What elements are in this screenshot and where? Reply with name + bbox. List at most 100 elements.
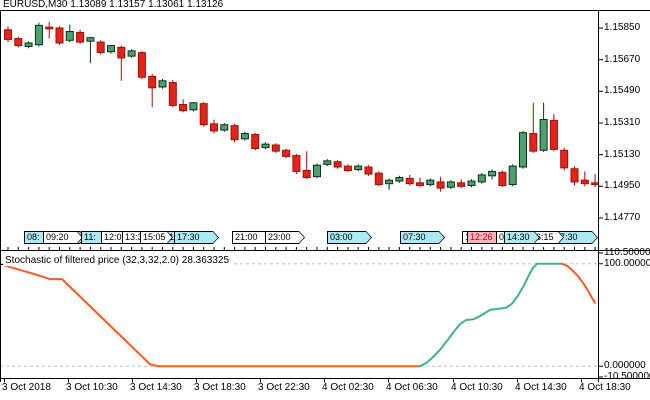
candle-body [508, 165, 517, 186]
candle-body [76, 31, 85, 43]
time-marker-chip[interactable]: 12:26 [467, 231, 503, 244]
candle-body [580, 179, 589, 185]
price-axis-label: 1.15130 [604, 148, 641, 160]
candle-body [127, 50, 136, 57]
candle-body [86, 37, 95, 42]
time-axis-label: 4 Oct 18:30 [579, 382, 631, 393]
candle-body [343, 165, 352, 172]
time-marker-chip[interactable]: 07:30 [400, 231, 445, 244]
candle-body [107, 45, 115, 53]
time-marker-chip[interactable]: 03:00 [327, 231, 372, 244]
candle-body [4, 29, 12, 40]
candle-body [189, 102, 198, 111]
price-axis-label: 1.15670 [604, 53, 641, 65]
time-marker-chip-label: 23:00 [266, 232, 304, 243]
candle-body [570, 168, 579, 183]
time-marker-chip-label: 12:00 [102, 232, 133, 243]
time-marker-chip-label: 21:00 [233, 232, 270, 243]
stochastic-line [419, 262, 563, 368]
indicator-axis-label: 110.500000 [604, 247, 650, 258]
candle-body [498, 171, 507, 186]
time-marker-chip-label: 16:15 [529, 232, 563, 243]
time-marker-chip-label: 11: [82, 232, 112, 243]
time-axis-label: 3 Oct 22:30 [258, 382, 310, 393]
time-marker-chip-label: 03:00 [328, 232, 371, 243]
candle-body [488, 170, 497, 177]
candle-body [354, 165, 363, 171]
symbol-ohlc-title: EURUSD,M30 1.13089 1.13157 1.13061 1.131… [3, 0, 224, 10]
candle-body [282, 149, 291, 157]
time-axis-label: 3 Oct 2018 [2, 382, 51, 393]
candle-body [416, 182, 424, 186]
candle-body [137, 52, 146, 78]
candle-body [539, 118, 548, 151]
candle-body [199, 103, 208, 126]
time-marker-chip[interactable]: 21:00 [232, 231, 271, 244]
price-axis-label: 1.14770 [604, 212, 641, 223]
time-marker-chip[interactable]: 14:30 [504, 231, 540, 244]
candle-body [148, 75, 157, 89]
time-axis-label: 3 Oct 18:30 [194, 382, 246, 393]
candle-body [65, 31, 74, 41]
candle-body [240, 133, 249, 140]
time-marker-chip-label: 07:30 [401, 232, 444, 243]
candle-body [385, 179, 394, 185]
time-axis-label: 4 Oct 10:30 [451, 382, 503, 393]
price-axis-label: 1.14950 [604, 180, 641, 192]
indicator-value: 28.363325 [181, 255, 230, 266]
candle-body [405, 177, 414, 185]
time-axis-label: 4 Oct 14:30 [515, 382, 567, 393]
stochastic-line [561, 262, 596, 304]
candle-body [457, 182, 466, 187]
indicator-name: Stochastic of filtered price (32,3,32,2.… [5, 255, 179, 266]
time-axis-label: 3 Oct 10:30 [66, 382, 118, 393]
candle-body [436, 181, 445, 189]
indicator-title: Stochastic of filtered price (32,3,32,2.… [3, 255, 233, 266]
candle-body [230, 125, 239, 141]
time-marker-chip[interactable]: 17:30 [552, 231, 598, 244]
time-marker-chip-label: 17:30 [553, 232, 597, 243]
candle-body [96, 41, 105, 54]
candle-body [14, 38, 23, 47]
candle-body [251, 133, 260, 150]
candle-body [313, 164, 321, 178]
candle-body [374, 172, 383, 186]
time-marker-chip-label: 09:20 [44, 232, 82, 243]
indicator-axis-label: 0.000000 [604, 360, 646, 372]
price-axis-label: 1.15490 [604, 85, 641, 97]
time-axis-label: 4 Oct 02:30 [322, 382, 374, 393]
candle-body [364, 166, 373, 175]
candle-body [24, 42, 33, 47]
time-marker-chip[interactable]: 23:00 [265, 231, 305, 244]
indicator-axis-label: 100.000000 [604, 257, 650, 269]
candle-body [477, 174, 486, 183]
time-marker-chip[interactable]: 15:05 [140, 231, 173, 244]
time-axis-label: 4 Oct 06:30 [386, 382, 438, 393]
candle-body [529, 133, 538, 152]
time-marker-chip[interactable]: 09:20 [43, 231, 83, 244]
candle-body [292, 155, 301, 172]
time-marker-chip-label: 12:26 [468, 232, 502, 243]
candle-body [302, 170, 311, 179]
time-marker-chip-label: 17:30 [175, 232, 218, 243]
candle-body [549, 119, 558, 150]
candle-body [261, 143, 270, 149]
candle-body [45, 26, 54, 30]
time-marker-chip-label: 14:30 [505, 232, 539, 243]
time-marker-chip-label: 08: [25, 232, 55, 243]
time-axis-label: 3 Oct 14:30 [130, 382, 182, 393]
time-marker-chip-label: 13:30 [123, 232, 154, 243]
indicator-axis-label: -10.500000 [604, 371, 650, 382]
price-axis-label: 1.15310 [604, 117, 641, 128]
candle-body [271, 144, 280, 152]
candle-body [395, 177, 404, 182]
candle-body [323, 160, 332, 165]
candle-body [210, 123, 218, 132]
time-marker-chip[interactable]: 17:30 [174, 231, 219, 244]
candle-body [333, 161, 342, 168]
candle-body [55, 27, 64, 44]
candle-body [220, 124, 229, 131]
candle-body [117, 46, 126, 59]
